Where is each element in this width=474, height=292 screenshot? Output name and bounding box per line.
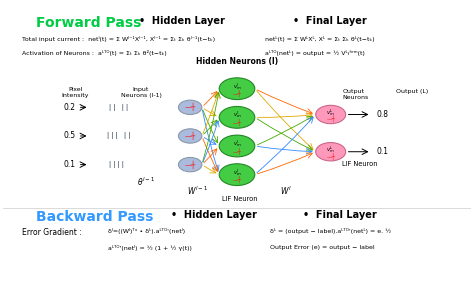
Text: $W^{l-1}$: $W^{l-1}$ — [187, 184, 208, 197]
Text: •  Final Layer: • Final Layer — [302, 211, 376, 220]
Text: —┼: —┼ — [233, 176, 241, 183]
Text: $v_m^L$: $v_m^L$ — [326, 145, 335, 155]
Text: δˡ=((Wˡ)ᵀˣ • δᴸ).aᴸᵀᴼ'(netˡ): δˡ=((Wˡ)ᵀˣ • δᴸ).aᴸᵀᴼ'(netˡ) — [108, 228, 185, 234]
Text: aᴸᵀᴼ(netᴸ) = output = ½ Vᴸₜʰʳᵐ(t): aᴸᵀᴼ(netᴸ) = output = ½ Vᴸₜʰʳᵐ(t) — [265, 50, 365, 56]
Text: 0.5: 0.5 — [63, 131, 75, 140]
Circle shape — [316, 142, 346, 161]
Text: netᴸ(t) = Σ WᴸXᴸ, Xᴸ = Σₜ Σₖ θᴸ(t−tₖ): netᴸ(t) = Σ WᴸXᴸ, Xᴸ = Σₜ Σₖ θᴸ(t−tₖ) — [265, 36, 375, 42]
Text: 0.1: 0.1 — [376, 147, 388, 156]
Circle shape — [178, 157, 202, 172]
Text: Total input current :  netˡ(t) = Σ Wˡ⁻¹Xˡ⁻¹, Xˡ⁻¹ = Σₜ Σₖ θˡ⁻¹(t−tₖ): Total input current : netˡ(t) = Σ Wˡ⁻¹Xˡ… — [21, 36, 215, 42]
Text: ||| ||: ||| || — [106, 133, 132, 140]
Circle shape — [219, 164, 255, 185]
Text: Activation of Neurons :  aᴸᵀᴼ(t) = Σₜ Σₖ θ²(t−tₖ): Activation of Neurons : aᴸᵀᴼ(t) = Σₜ Σₖ … — [21, 50, 166, 56]
Text: Output (L): Output (L) — [396, 89, 428, 94]
Text: Backward Pass: Backward Pass — [36, 211, 153, 225]
Text: $v_m^l$: $v_m^l$ — [233, 167, 241, 178]
Circle shape — [178, 129, 202, 143]
Text: δᴸ = (output − label).aᴸᵀᴼ'(netᴸ) = e. ½: δᴸ = (output − label).aᴸᵀᴼ'(netᴸ) = e. ½ — [270, 228, 391, 234]
Text: $v_m^L$: $v_m^L$ — [326, 107, 335, 118]
Text: $v_m^l$: $v_m^l$ — [233, 110, 241, 121]
Text: —┼: —┼ — [184, 161, 196, 169]
Circle shape — [219, 135, 255, 157]
Circle shape — [219, 107, 255, 128]
Text: $\theta^{l-1}$: $\theta^{l-1}$ — [137, 175, 155, 188]
Text: Pixel
Intensity: Pixel Intensity — [62, 87, 89, 98]
Text: —┼: —┼ — [184, 103, 196, 112]
Text: Error Gradient :: Error Gradient : — [21, 228, 81, 237]
Text: Output Error (e) = output − label: Output Error (e) = output − label — [270, 245, 374, 250]
Circle shape — [316, 105, 346, 124]
Text: •  Final Layer: • Final Layer — [293, 16, 367, 26]
Text: 0.1: 0.1 — [64, 160, 75, 169]
Circle shape — [178, 100, 202, 114]
Text: —┼: —┼ — [326, 115, 335, 122]
Text: —┼: —┼ — [233, 119, 241, 126]
Text: 0.8: 0.8 — [376, 110, 388, 119]
Text: LIF Neuron: LIF Neuron — [221, 196, 257, 202]
Text: —┼: —┼ — [184, 132, 196, 140]
Text: LIF Neuron: LIF Neuron — [342, 161, 378, 167]
Text: ||||: |||| — [109, 161, 129, 168]
Text: 0.2: 0.2 — [64, 103, 75, 112]
Text: $v_m^l$: $v_m^l$ — [233, 81, 241, 92]
Text: —┼: —┼ — [233, 147, 241, 155]
Circle shape — [219, 78, 255, 100]
Text: —┼: —┼ — [326, 152, 335, 160]
Text: •  Hidden Layer: • Hidden Layer — [138, 16, 225, 26]
Text: Output
Neurons: Output Neurons — [342, 89, 369, 100]
Text: Input
Neurons (l-1): Input Neurons (l-1) — [120, 87, 162, 98]
Text: $W^{l}$: $W^{l}$ — [280, 184, 292, 197]
Text: •  Hidden Layer: • Hidden Layer — [172, 211, 257, 220]
Text: Hidden Neurons (l): Hidden Neurons (l) — [196, 57, 278, 66]
Text: aᴸᵀᴼ'(netˡ) = ½ (1 + ½ γ(t)): aᴸᵀᴼ'(netˡ) = ½ (1 + ½ γ(t)) — [108, 245, 192, 251]
Text: $v_m^l$: $v_m^l$ — [233, 138, 241, 149]
Text: Forward Pass: Forward Pass — [36, 16, 141, 30]
Text: —┼: —┼ — [233, 90, 241, 98]
Text: || ||: || || — [109, 104, 129, 111]
